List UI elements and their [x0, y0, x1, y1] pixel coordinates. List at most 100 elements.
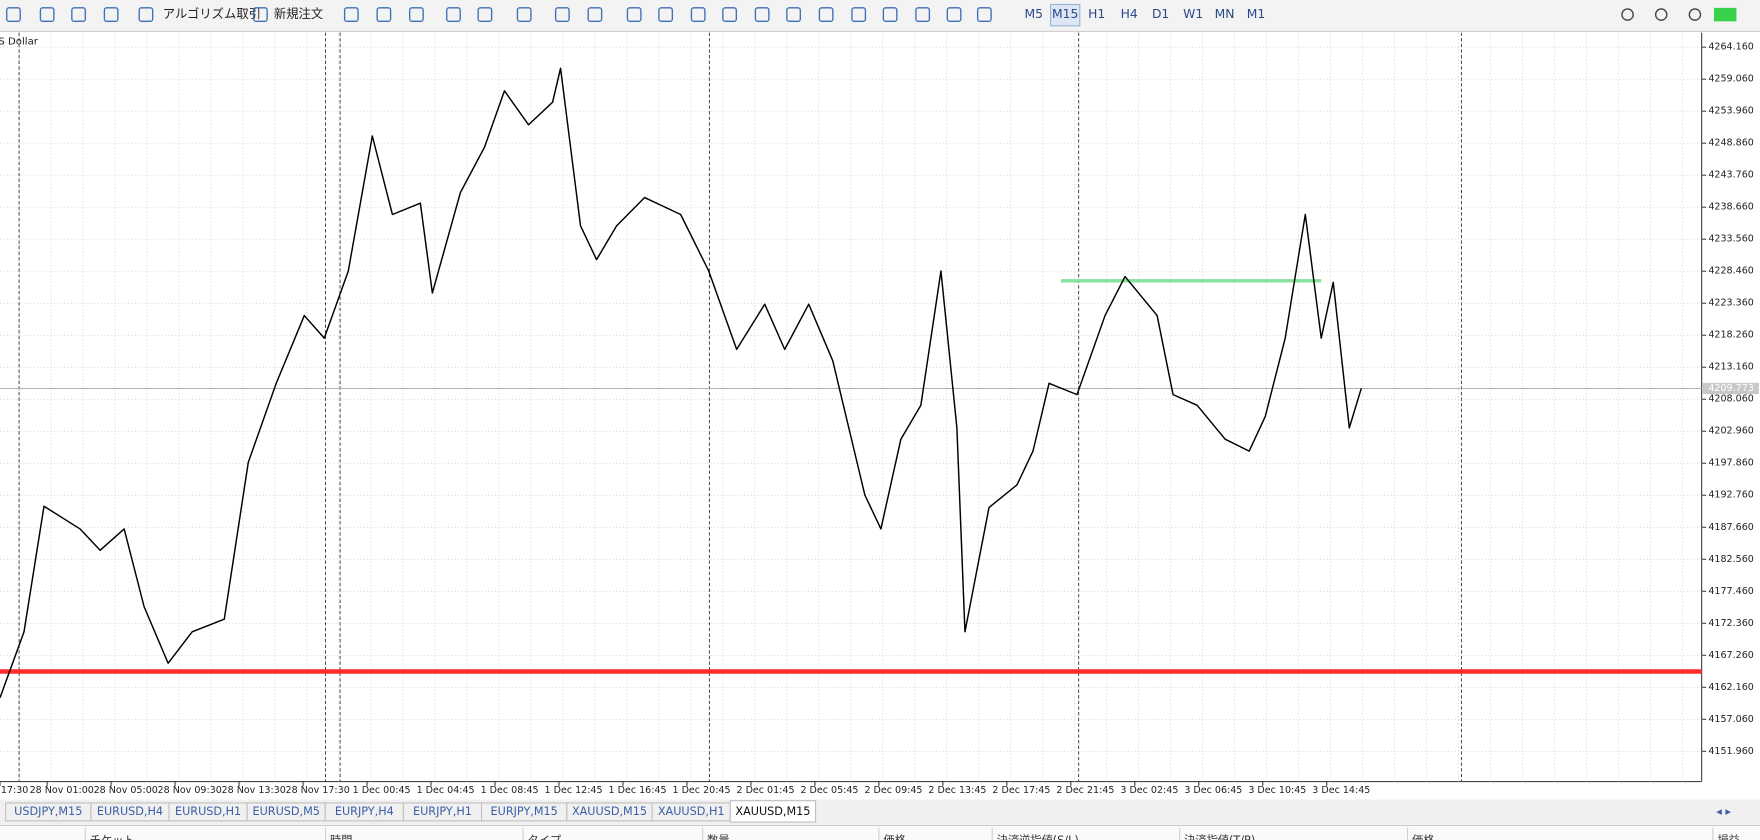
x-tick-label: 3 Dec 02:45: [1120, 785, 1178, 796]
toolbar-icon[interactable]: [446, 7, 461, 23]
x-tick-label: 2 Dec 17:45: [992, 785, 1050, 796]
column-header[interactable]: 価格: [1412, 833, 1434, 840]
time-axis: [0, 781, 1760, 800]
toolbar-icon[interactable]: [915, 7, 931, 23]
x-tick-label: 1 Dec 16:45: [609, 785, 667, 796]
column-header[interactable]: チケット: [90, 834, 135, 840]
y-tick-label: 4182.560: [1708, 554, 1753, 565]
tab-label[interactable]: EURJPY,H1: [413, 805, 472, 818]
x-tick-label: 1 Dec 04:45: [417, 785, 475, 796]
timeframe-button[interactable]: H1: [1088, 7, 1105, 21]
active-tab[interactable]: [729, 800, 817, 823]
toolbar-icon[interactable]: [6, 7, 21, 23]
tab-label[interactable]: EURUSD,M5: [253, 805, 320, 818]
column-header[interactable]: 損益: [1717, 833, 1739, 840]
x-tick-label: 3 Dec 14:45: [1312, 785, 1370, 796]
y-tick-label: 4228.460: [1708, 266, 1753, 277]
toolbar-icon[interactable]: [882, 7, 898, 23]
tab-label[interactable]: XAUUSD,M15: [572, 805, 647, 818]
toolbar-icon[interactable]: [343, 7, 359, 23]
price-line: [0, 67, 1363, 698]
y-tick-label: 4172.360: [1708, 618, 1753, 629]
toolbar-icon[interactable]: [976, 7, 992, 23]
timeframe-button[interactable]: M5: [1025, 7, 1043, 21]
tab-label[interactable]: EURJPY,H4: [335, 805, 394, 818]
toolbar-icon[interactable]: [658, 7, 674, 23]
column-header[interactable]: 決済指値(T/P): [1184, 833, 1255, 840]
timeframe-button[interactable]: M1: [1247, 7, 1265, 21]
toolbar-icon[interactable]: [626, 7, 642, 23]
current-price-box: [1702, 382, 1759, 395]
x-tick-label: 28 Nov 01:00: [30, 785, 94, 796]
y-tick-label: 4259.060: [1708, 74, 1753, 85]
tab-label[interactable]: XAUUSD,H1: [658, 805, 725, 818]
y-tick-label: 4238.660: [1708, 202, 1753, 213]
toolbar-icon[interactable]: [818, 7, 834, 23]
toolbar-icon[interactable]: [252, 7, 268, 23]
x-tick-label: 28 Nov 05:00: [94, 785, 158, 796]
x-tick-label: 28 Nov 13:30: [222, 785, 286, 796]
y-tick-label: 4197.860: [1708, 458, 1753, 469]
toolbar-icon[interactable]: [786, 7, 801, 23]
tab-label[interactable]: EURUSD,H4: [97, 805, 163, 818]
x-tick-label: 1 Dec 08:45: [481, 785, 539, 796]
tab-label[interactable]: XAUUSD,M15: [735, 805, 810, 818]
y-tick-label: 4151.960: [1708, 746, 1753, 757]
timeframe-button[interactable]: H4: [1121, 7, 1138, 21]
signal-indicator: [1713, 7, 1737, 22]
tab-label[interactable]: USDJPY,M15: [14, 805, 82, 818]
y-tick-label: 4248.860: [1708, 138, 1753, 149]
column-header[interactable]: 決済逆指値(S/L): [997, 833, 1079, 840]
x-tick-label: 1 Dec 20:45: [673, 785, 731, 796]
x-tick-label: 28 Nov 17:30: [286, 785, 350, 796]
algo-trading-button[interactable]: アルゴリズム取引: [163, 6, 261, 21]
active-timeframe: [1050, 3, 1081, 27]
timeframe-button[interactable]: M15: [1052, 7, 1078, 21]
toolbar-icon[interactable]: [516, 7, 532, 23]
x-tick-label: 1 Dec 00:45: [353, 785, 411, 796]
new-order-button[interactable]: 新規注文: [274, 6, 323, 21]
toolbar-icon[interactable]: [587, 7, 603, 23]
toolbar-icon[interactable]: [103, 7, 119, 23]
toolbar-icon[interactable]: [1654, 8, 1668, 21]
toolbar-icon[interactable]: [477, 7, 493, 23]
y-tick-label: 4157.060: [1708, 714, 1753, 725]
x-tick-label: 2 Dec 09:45: [864, 785, 922, 796]
toolbar-icon[interactable]: [1621, 8, 1634, 21]
price-axis: [1701, 32, 1760, 782]
x-tick-label: 2 Dec 13:45: [928, 785, 986, 796]
column-header[interactable]: 数量: [707, 834, 729, 840]
toolbar-icon[interactable]: [71, 7, 86, 23]
x-tick-label: 2 Dec 05:45: [800, 785, 858, 796]
current-price-label: 4209.773: [1708, 383, 1753, 394]
tab-label[interactable]: EURUSD,H1: [175, 805, 241, 818]
toolbar-icon[interactable]: [1688, 8, 1702, 21]
toolbar-icon[interactable]: [754, 7, 770, 23]
y-tick-label: 4202.960: [1708, 426, 1753, 437]
symbol-label: US Dollar: [0, 37, 39, 48]
y-tick-label: 4223.360: [1708, 298, 1753, 309]
toolbar-icon[interactable]: [690, 7, 706, 23]
tab-label[interactable]: EURJPY,M15: [491, 805, 558, 818]
toolbar-icon[interactable]: [409, 7, 424, 23]
column-header[interactable]: 価格: [883, 833, 905, 840]
timeframe-button[interactable]: MN: [1215, 7, 1235, 21]
toolbar-icon[interactable]: [376, 7, 392, 23]
x-tick-label: 3 Dec 06:45: [1184, 785, 1242, 796]
column-header[interactable]: 時間: [330, 834, 352, 840]
x-tick-label: 17:30: [1, 785, 28, 796]
toolbar-icon[interactable]: [138, 7, 154, 23]
trade-table-header: [0, 825, 1760, 840]
toolbar-icon[interactable]: [946, 7, 962, 23]
y-tick-label: 4187.660: [1708, 522, 1753, 533]
column-header[interactable]: タイプ: [528, 834, 562, 840]
toolbar-icon[interactable]: [554, 7, 570, 23]
timeframe-button[interactable]: D1: [1152, 7, 1169, 21]
timeframe-button[interactable]: W1: [1183, 7, 1203, 21]
toolbar-icon[interactable]: [722, 7, 737, 23]
toolbar-icon[interactable]: [39, 7, 55, 23]
y-tick-label: 4233.560: [1708, 234, 1753, 245]
toolbar-icon[interactable]: [851, 7, 867, 23]
tab-scroll[interactable]: ◂ ▸: [1716, 805, 1731, 818]
